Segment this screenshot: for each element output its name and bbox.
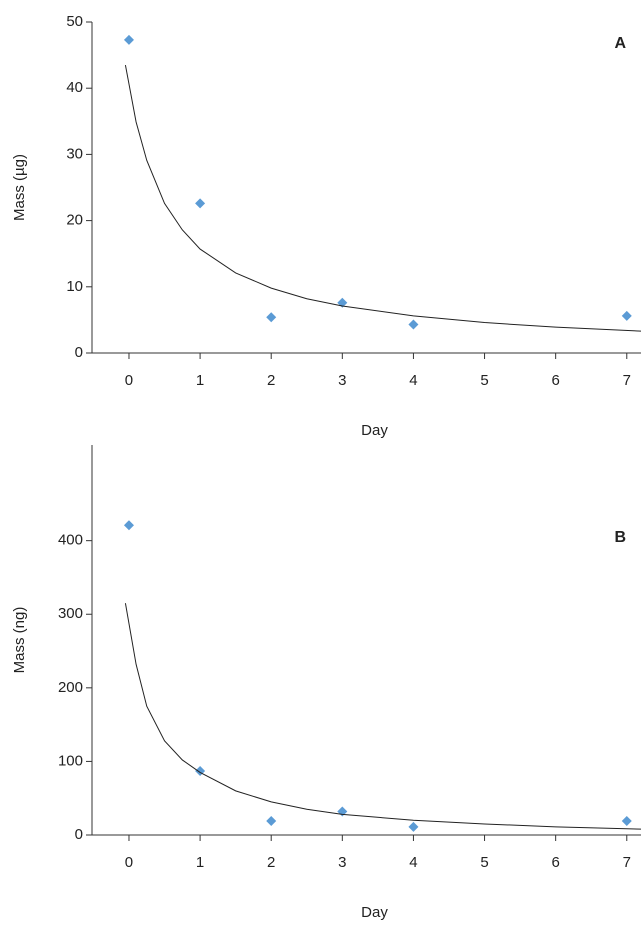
data-point <box>123 520 134 531</box>
fit-curve <box>124 64 641 332</box>
x-tick-label: 4 <box>409 854 417 871</box>
y-tick-label: 10 <box>66 278 83 295</box>
panel-label: B <box>614 529 626 546</box>
x-tick-label: 5 <box>480 854 488 871</box>
x-tick-label: 1 <box>196 854 204 871</box>
y-tick-label: 30 <box>66 145 83 162</box>
y-tick-label: 200 <box>58 679 83 696</box>
data-point <box>621 816 632 827</box>
y-tick-label: 100 <box>58 752 83 769</box>
y-tick-label: 300 <box>58 605 83 622</box>
x-tick-label: 2 <box>267 854 275 871</box>
x-tick-label: 1 <box>196 372 204 389</box>
x-tick-label: 4 <box>409 372 417 389</box>
chart: 0 100 200 300 400 0 1 2 3 4 5 6 7 Day Mass (ng) B <box>11 445 641 921</box>
y-tick-label: 0 <box>75 826 83 843</box>
y-tick-label: 400 <box>58 532 83 549</box>
data-point <box>266 816 277 827</box>
x-tick-label: 6 <box>551 372 559 389</box>
x-tick-label: 2 <box>267 372 275 389</box>
x-tick-label: 0 <box>125 372 133 389</box>
data-point <box>266 312 277 323</box>
x-tick-label: 6 <box>551 854 559 871</box>
chart: 0 10 20 30 40 50 0 1 2 3 4 5 6 7 Day Mass (µg) A <box>11 13 641 439</box>
x-axis-label: Day <box>361 422 388 439</box>
y-tick-label: 50 <box>66 13 83 30</box>
fit-curve <box>124 603 641 830</box>
x-tick-label: 3 <box>338 854 346 871</box>
y-tick-label: 20 <box>66 212 83 229</box>
y-tick-label: 40 <box>66 79 83 96</box>
x-tick-label: 3 <box>338 372 346 389</box>
y-axis-label: Mass (ng) <box>11 607 28 674</box>
x-axis-label: Day <box>361 904 388 921</box>
data-point <box>621 310 632 321</box>
panel-label: A <box>614 35 626 52</box>
data-point <box>408 319 419 330</box>
y-tick-label: 0 <box>75 344 83 361</box>
x-tick-label: 5 <box>480 372 488 389</box>
data-point <box>408 821 419 832</box>
x-tick-label: 7 <box>623 854 631 871</box>
x-tick-label: 7 <box>623 372 631 389</box>
x-tick-label: 0 <box>125 854 133 871</box>
y-axis-label: Mass (µg) <box>11 154 28 221</box>
data-point <box>123 34 134 45</box>
data-point <box>195 198 206 209</box>
